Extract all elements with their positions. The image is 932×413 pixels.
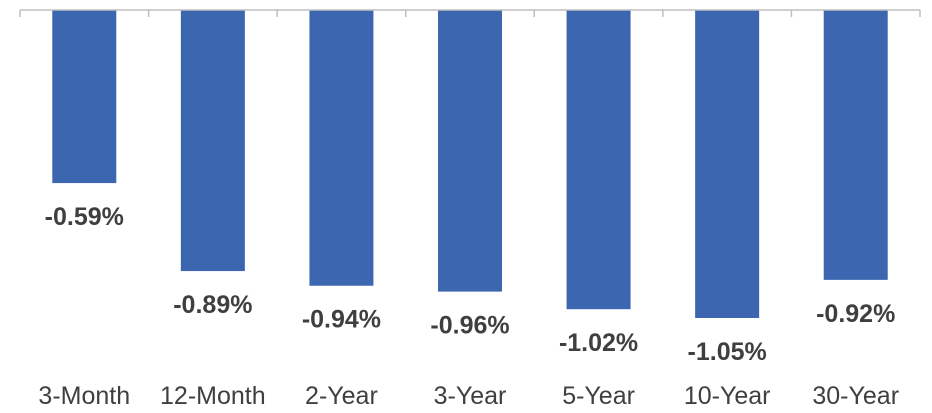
- data-label: -0.89%: [173, 291, 252, 319]
- category-labels-group: 3-Month 12-Month 2-Year 3-Year 5-Year 10-Year…: [38, 382, 899, 410]
- bar-30-year: [823, 10, 888, 280]
- category-label: 3-Month: [38, 382, 130, 410]
- category-label: 2-Year: [305, 382, 378, 410]
- axis-ticks-group: [19, 10, 921, 17]
- category-label: 30-Year: [812, 382, 899, 410]
- category-label: 12-Month: [160, 382, 266, 410]
- data-label: -0.92%: [816, 300, 895, 328]
- bar-10-year: [695, 10, 760, 318]
- category-label: 10-Year: [684, 382, 771, 410]
- bar-2-year: [309, 10, 374, 286]
- data-label: -0.94%: [302, 306, 381, 334]
- data-label: -1.05%: [688, 338, 767, 366]
- category-label: 5-Year: [562, 382, 635, 410]
- category-label: 3-Year: [434, 382, 507, 410]
- bar-3-year: [438, 10, 502, 292]
- bars-group: [52, 10, 888, 318]
- data-label: -1.02%: [559, 329, 638, 357]
- data-label: -0.59%: [45, 203, 124, 231]
- data-label: -0.96%: [430, 312, 509, 340]
- bar-3-month: [52, 10, 117, 184]
- bar-5-year: [566, 10, 631, 310]
- data-labels-group: -0.59% -0.89% -0.94% -0.96% -1.02% -1.05% -0.9…: [45, 203, 896, 366]
- bar-12-month: [180, 10, 245, 272]
